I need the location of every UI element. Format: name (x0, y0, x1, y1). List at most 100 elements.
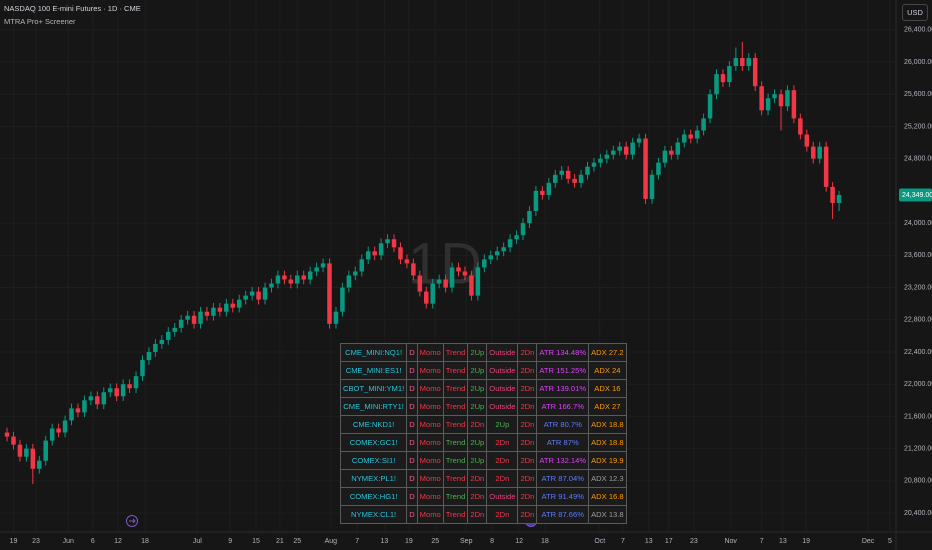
candle-body (681, 134, 687, 143)
screener-cell: 2Up (467, 361, 488, 380)
x-tick-label: 17 (665, 538, 673, 545)
candle-body (301, 275, 306, 280)
candle-body (146, 351, 152, 361)
candle-body (714, 74, 719, 95)
screener-row: COMEX:HG1! D Momo Trend 2Dn Outside 2Dn ATR 91.… (339, 487, 627, 506)
x-tick-label: 13 (779, 538, 787, 545)
screener-cell: 2Dn (517, 379, 538, 398)
candle-body (778, 94, 784, 107)
candle-body (810, 146, 816, 159)
candle-body (482, 259, 487, 268)
indicator-name: MTRA Pro+ Screener (4, 17, 76, 26)
x-tick-label: 13 (380, 538, 388, 545)
screener-cell: 2Dn (517, 505, 538, 524)
candle-body (198, 311, 203, 324)
event-marker[interactable] (126, 515, 138, 527)
x-tick-label: Nov (724, 538, 737, 545)
screener-cell: CME_MINI:RTY1! (339, 397, 408, 416)
screener-cell: 2Dn (517, 433, 538, 452)
candle-body (598, 158, 603, 163)
candle-body (804, 134, 810, 147)
screener-row: CME:NKD1! D Momo Trend 2Dn 2Up 2Dn ATR 80.7% ADX… (339, 415, 627, 434)
candle-body (11, 436, 16, 445)
candle-body (243, 295, 248, 300)
candle-body (340, 287, 345, 312)
candle-body (636, 138, 642, 143)
y-tick-label: 22,400.00 (904, 349, 932, 356)
candle-body (752, 57, 758, 87)
screener-cell: ADX 12.3 (588, 469, 627, 488)
candle-body (62, 420, 68, 433)
candle-body (675, 142, 681, 155)
x-tick-label: 18 (541, 538, 549, 545)
candle-body (333, 311, 339, 324)
candle-body (617, 146, 623, 151)
candle-body (707, 94, 713, 119)
candle-body (95, 396, 100, 405)
y-tick-label: 25,600.00 (904, 91, 932, 98)
candle-body (669, 150, 674, 155)
candle-body (178, 319, 184, 328)
screener-cell: Trend (442, 343, 469, 362)
screener-cell: ATR 87.04% (536, 469, 590, 488)
screener-cell: ATR 87% (536, 433, 590, 452)
candle-body (391, 239, 397, 248)
candle-body (462, 271, 468, 276)
screener-cell: ADX 18.8 (588, 433, 627, 452)
candle-body (320, 263, 326, 268)
screener-cell: 2Up (467, 433, 488, 452)
screener-cell: Momo (416, 469, 444, 488)
candle-body (275, 275, 281, 284)
candle-body (656, 162, 661, 175)
candle-body (785, 90, 790, 107)
y-tick-label: 21,200.00 (904, 445, 932, 452)
candle-body (385, 239, 390, 244)
candle-body (817, 146, 822, 159)
candle-body (759, 86, 764, 111)
candle-body (24, 448, 29, 457)
candle-body (533, 190, 539, 212)
candle-body (365, 251, 371, 260)
candle-body (488, 255, 494, 260)
candle-body (359, 259, 365, 272)
candle-body (17, 444, 23, 457)
screener-cell: 2Dn (517, 361, 538, 380)
screener-cell: 2Dn (486, 451, 519, 470)
candle-body (501, 247, 506, 252)
x-tick-label: Aug (325, 538, 338, 545)
screener-cell: 2Dn (486, 469, 519, 488)
screener-cell: ATR 139.01% (536, 379, 590, 398)
candle-body (507, 239, 513, 248)
candle-body (649, 174, 655, 199)
screener-cell: Outside (486, 487, 519, 506)
x-tick-label: 23 (690, 538, 698, 545)
screener-row: NYMEX:PL1! D Momo Trend 2Dn 2Dn 2Dn ATR 87.04% A… (339, 469, 627, 488)
candle-body (230, 303, 236, 308)
candle-body (75, 408, 81, 413)
candle-body (288, 279, 294, 284)
screener-row: COMEX:GC1! D Momo Trend 2Up 2Dn 2Dn ATR 87% ADX … (339, 433, 627, 452)
screener-cell: 2Dn (517, 415, 538, 434)
candle-body (546, 182, 552, 195)
screener-cell: Trend (442, 397, 469, 416)
screener-cell: D (406, 487, 418, 506)
screener-cell: ADX 18.8 (588, 415, 627, 434)
candle-body (127, 384, 132, 389)
candle-body (411, 263, 416, 276)
screener-row: COMEX:SI1! D Momo Trend 2Up 2Dn 2Dn ATR 132.14%… (339, 451, 627, 470)
x-tick-label: 7 (621, 538, 625, 545)
candle-body (49, 428, 55, 441)
x-tick-label: 7 (355, 538, 359, 545)
x-tick-label: 25 (431, 538, 439, 545)
screener-cell: D (406, 397, 418, 416)
candle-body (140, 360, 145, 377)
screener-table: CME_MINI:NQ1! D Momo Trend 2Up Outside 2Dn ATR … (339, 343, 627, 524)
y-tick-label: 20,400.00 (904, 510, 932, 517)
screener-cell: 2Up (467, 379, 488, 398)
candle-body (830, 186, 835, 203)
screener-cell: D (406, 415, 418, 434)
y-tick-label: 25,200.00 (904, 123, 932, 130)
currency-button[interactable]: USD (902, 4, 928, 21)
candle-body (449, 267, 455, 288)
screener-cell: 2Up (467, 451, 488, 470)
